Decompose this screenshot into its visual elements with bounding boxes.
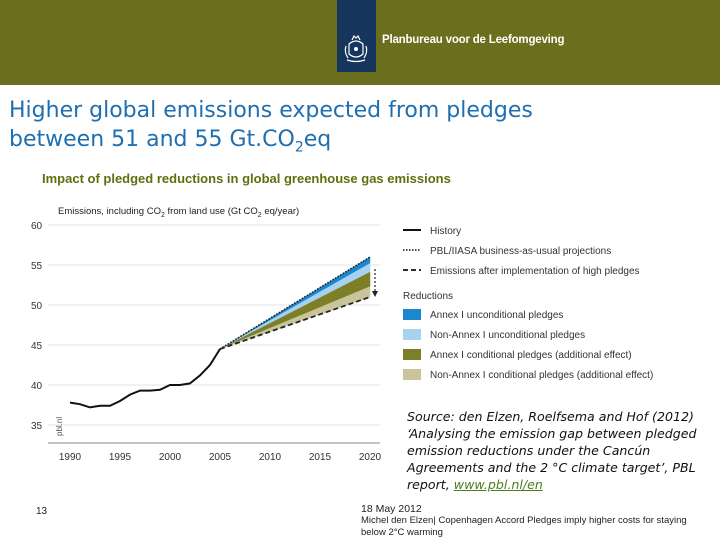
x-tick-label: 2015 [309,452,332,463]
legend-band-label: Non-Annex I unconditional pledges [430,330,585,341]
y-tick-labels: 60 55 50 45 40 35 [31,221,43,432]
legend-band-label: Annex I unconditional pledges [430,310,563,321]
title-line-1: Higher global emissions expected from pl… [9,98,533,123]
ylabel-part-2: from land use (Gt CO [165,206,258,217]
title-line-2: between 51 and 55 Gt.CO2eq [9,125,709,162]
history-line [69,348,221,409]
coat-of-arms-icon [344,34,368,63]
legend-high-pledges-label: Emissions after implementation of high p… [430,266,640,277]
legend-history-label: History [430,226,461,237]
logo-text: Planbureau voor de Leefomgeving [382,34,565,46]
footer-date: 18 May 2012 [361,503,422,515]
logo-emblem [337,0,376,72]
x-tick-label: 1990 [59,452,82,463]
reduction-band [219,262,371,350]
x-tick-label: 2020 [359,452,382,463]
y-tick-label: 35 [31,421,43,432]
title-subscript: 2 [294,139,304,156]
y-gridlines [48,224,380,444]
reduction-band [219,286,371,350]
chart-title: Impact of pledged reductions in global g… [42,171,451,186]
source-citation: Source: den Elzen, Roelfsema and Hof (20… [407,408,707,493]
x-tick-label: 1995 [109,452,132,463]
legend-band-swatch [403,329,421,340]
title-line-2-text: between 51 and 55 Gt.CO [9,127,295,152]
ylabel-part-3: eq/year) [262,206,300,217]
x-tick-label: 2000 [159,452,182,463]
y-axis-label: Emissions, including CO2 from land use (… [58,206,299,219]
source-link[interactable]: www.pbl.nl/en [453,477,543,492]
ylabel-sub-1: 2 [161,212,165,219]
x-tick-labels: 1990 1995 2000 2005 2010 2015 2020 [59,452,382,463]
slide-title: Higher global emissions expected from pl… [9,96,709,162]
bau-projection-line [219,256,371,350]
reduction-arrow [372,269,378,297]
footer [0,497,720,540]
x-tick-label: 2005 [209,452,232,463]
legend-band-swatch [403,309,421,320]
legend-bau-label: PBL/IIASA business-as-usual projections [430,246,611,257]
y-tick-label: 40 [31,381,43,392]
ylabel-sub-2: 2 [258,212,262,219]
y-tick-label: 50 [31,301,43,312]
source-text: Source: den Elzen, Roelfsema and Hof (20… [407,409,697,492]
y-tick-label: 60 [31,221,43,232]
arrow-head [372,291,378,297]
legend-reductions-heading: Reductions [403,291,453,302]
chart-legend: History PBL/IIASA business-as-usual proje… [403,226,653,381]
reduction-band [219,271,371,350]
legend-band-swatch [403,369,421,380]
page-number: 13 [36,506,48,517]
legend-band-label: Annex I conditional pledges (additional … [430,350,632,361]
x-tick-label: 2010 [259,452,282,463]
watermark: pbl.nl [55,417,64,436]
series-lines [69,256,371,409]
y-tick-label: 55 [31,261,43,272]
title-line-2-suffix: eq [303,127,332,152]
ylabel-part-1: Emissions, including CO [58,206,161,217]
high-pledges-line [219,296,371,350]
y-tick-label: 45 [31,341,43,352]
legend-band-label: Non-Annex I conditional pledges (additio… [430,370,653,381]
legend-band-swatch [403,349,421,360]
footer-caption: Michel den Elzen| Copenhagen Accord Pled… [361,515,687,538]
emissions-chart: Emissions, including CO2 from land use (… [31,206,653,463]
